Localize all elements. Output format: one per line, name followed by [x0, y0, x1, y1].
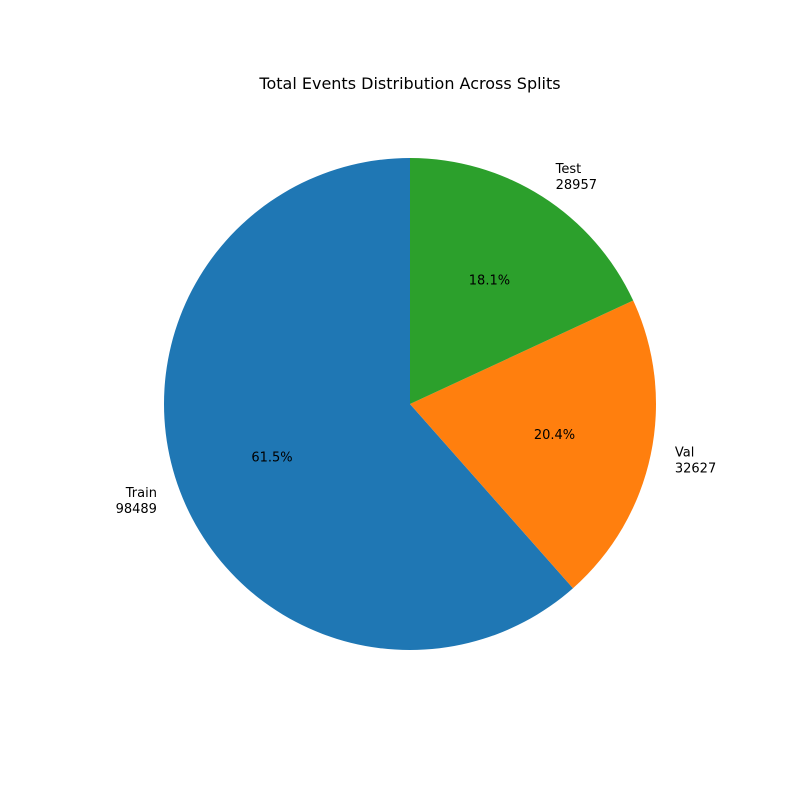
pie-labels: 61.5% Train 98489 20.4% Val 32627 18.1% Test 289… — [116, 162, 717, 517]
slice-label-test: Test 28957 — [555, 162, 597, 193]
slice-value: 32627 — [675, 461, 716, 476]
chart-title: Total Events Distribution Across Splits — [258, 74, 560, 93]
slice-name: Test — [555, 162, 582, 177]
slice-value: 28957 — [556, 178, 597, 193]
pct-label-test: 18.1% — [469, 274, 510, 289]
pie-slice-test — [410, 158, 634, 404]
slice-value: 98489 — [116, 502, 157, 517]
slice-name: Train — [125, 486, 157, 501]
pie-slice-val — [410, 300, 657, 589]
slice-label-train: Train 98489 — [116, 486, 157, 517]
pie-slice-train — [163, 158, 574, 650]
pie-slices — [163, 158, 657, 650]
pct-label-train: 61.5% — [251, 450, 292, 465]
slice-label-val: Val 32627 — [675, 445, 716, 476]
pct-label-val: 20.4% — [534, 428, 575, 443]
slice-name: Val — [675, 445, 694, 460]
